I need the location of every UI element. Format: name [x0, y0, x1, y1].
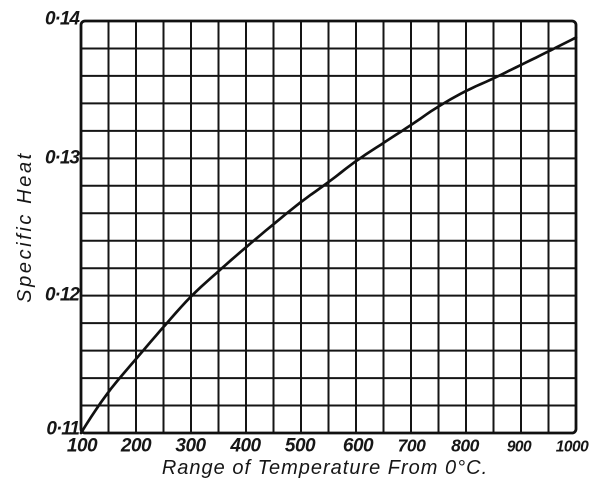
svg-text:200: 200 — [120, 436, 152, 457]
svg-text:0·12: 0·12 — [45, 285, 80, 306]
svg-text:0·13: 0·13 — [45, 148, 80, 169]
svg-text:0·14: 0·14 — [45, 9, 80, 30]
svg-text:400: 400 — [229, 436, 261, 457]
svg-text:Specific Heat: Specific Heat — [14, 151, 36, 303]
svg-text:100: 100 — [67, 436, 98, 457]
svg-text:700: 700 — [398, 436, 426, 456]
svg-text:0·11: 0·11 — [46, 419, 79, 440]
svg-text:Range of Temperature From 0°C.: Range of Temperature From 0°C. — [162, 457, 488, 479]
svg-text:300: 300 — [175, 436, 206, 457]
svg-text:1000: 1000 — [556, 439, 589, 456]
svg-text:800: 800 — [451, 436, 479, 456]
svg-text:900: 900 — [507, 439, 532, 456]
svg-text:600: 600 — [343, 436, 374, 457]
svg-text:500: 500 — [285, 436, 316, 457]
